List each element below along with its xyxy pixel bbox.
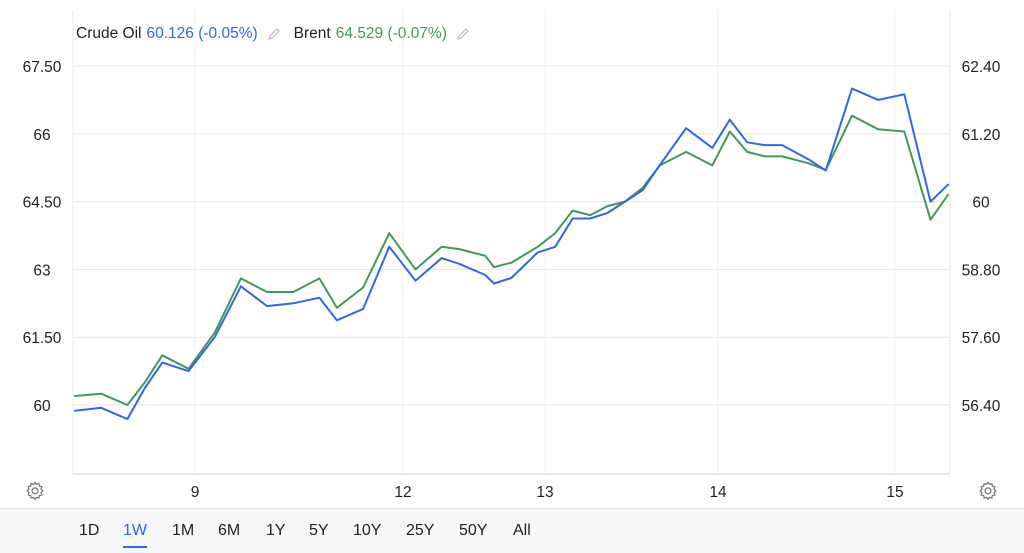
x-tick-label: 12 xyxy=(394,484,411,501)
range-active-underline xyxy=(123,546,147,548)
range-selector: 1D 1W 1M 6M 1Y 5Y 10Y 25Y 50Y All xyxy=(0,508,1024,553)
pencil-icon[interactable] xyxy=(455,26,471,42)
range-all[interactable]: All xyxy=(513,522,531,539)
x-tick-label: 9 xyxy=(191,484,200,501)
right-tick-label: 62.40 xyxy=(962,59,1001,76)
x-axis: 9 12 13 14 15 xyxy=(191,484,904,501)
legend-name-brent: Brent xyxy=(293,25,331,42)
right-axis: 62.40 61.20 60 58.80 57.60 56.40 xyxy=(962,59,1001,415)
right-tick-label: 61.20 xyxy=(962,127,1001,144)
range-25y[interactable]: 25Y xyxy=(406,522,435,539)
right-tick-label: 58.80 xyxy=(962,262,1001,279)
gear-icon[interactable] xyxy=(24,480,46,502)
price-chart[interactable]: 67.50 66 64.50 63 61.50 60 62.40 61.20 60 58.80 5… xyxy=(0,0,1024,508)
legend-change-crude: (-0.05%) xyxy=(198,25,258,42)
range-1m[interactable]: 1M xyxy=(172,522,195,539)
legend-name-crude: Crude Oil xyxy=(76,25,142,42)
legend-value-crude: 60.126 xyxy=(146,25,194,42)
right-tick-label: 57.60 xyxy=(962,330,1001,347)
range-6m[interactable]: 6M xyxy=(218,522,241,539)
range-5y[interactable]: 5Y xyxy=(309,522,329,539)
chart-grid xyxy=(72,10,951,475)
series-lines xyxy=(74,87,949,421)
x-tick-label: 14 xyxy=(709,484,727,501)
left-tick-label: 64.50 xyxy=(23,195,62,212)
legend-item-brent[interactable]: Brent 64.529 (-0.07%) xyxy=(294,25,471,43)
pencil-icon[interactable] xyxy=(266,26,282,42)
x-tick-label: 15 xyxy=(886,484,903,501)
range-1y[interactable]: 1Y xyxy=(266,522,286,539)
left-tick-label: 66 xyxy=(33,127,50,144)
chart-legend: Crude Oil 60.126 (-0.05%) Brent 64.529 (… xyxy=(76,24,483,44)
left-tick-label: 67.50 xyxy=(23,59,62,76)
right-tick-label: 56.40 xyxy=(962,398,1001,415)
left-tick-label: 60 xyxy=(33,398,51,415)
x-tick-label: 13 xyxy=(536,484,553,501)
legend-item-crude-oil[interactable]: Crude Oil 60.126 (-0.05%) xyxy=(76,25,282,43)
right-tick-label: 60 xyxy=(972,195,990,212)
range-1d[interactable]: 1D xyxy=(79,522,100,539)
left-tick-label: 61.50 xyxy=(23,330,62,347)
gear-icon[interactable] xyxy=(977,480,999,502)
legend-value-brent: 64.529 xyxy=(335,25,384,42)
range-50y[interactable]: 50Y xyxy=(459,522,488,539)
series-line-brent xyxy=(74,114,949,406)
range-10y[interactable]: 10Y xyxy=(353,522,382,539)
left-axis: 67.50 66 64.50 63 61.50 60 xyxy=(23,59,62,415)
range-1w[interactable]: 1W xyxy=(123,520,147,548)
legend-change-brent: (-0.07%) xyxy=(387,25,447,42)
series-line-crude-oil xyxy=(74,87,949,421)
left-tick-label: 63 xyxy=(33,262,50,279)
